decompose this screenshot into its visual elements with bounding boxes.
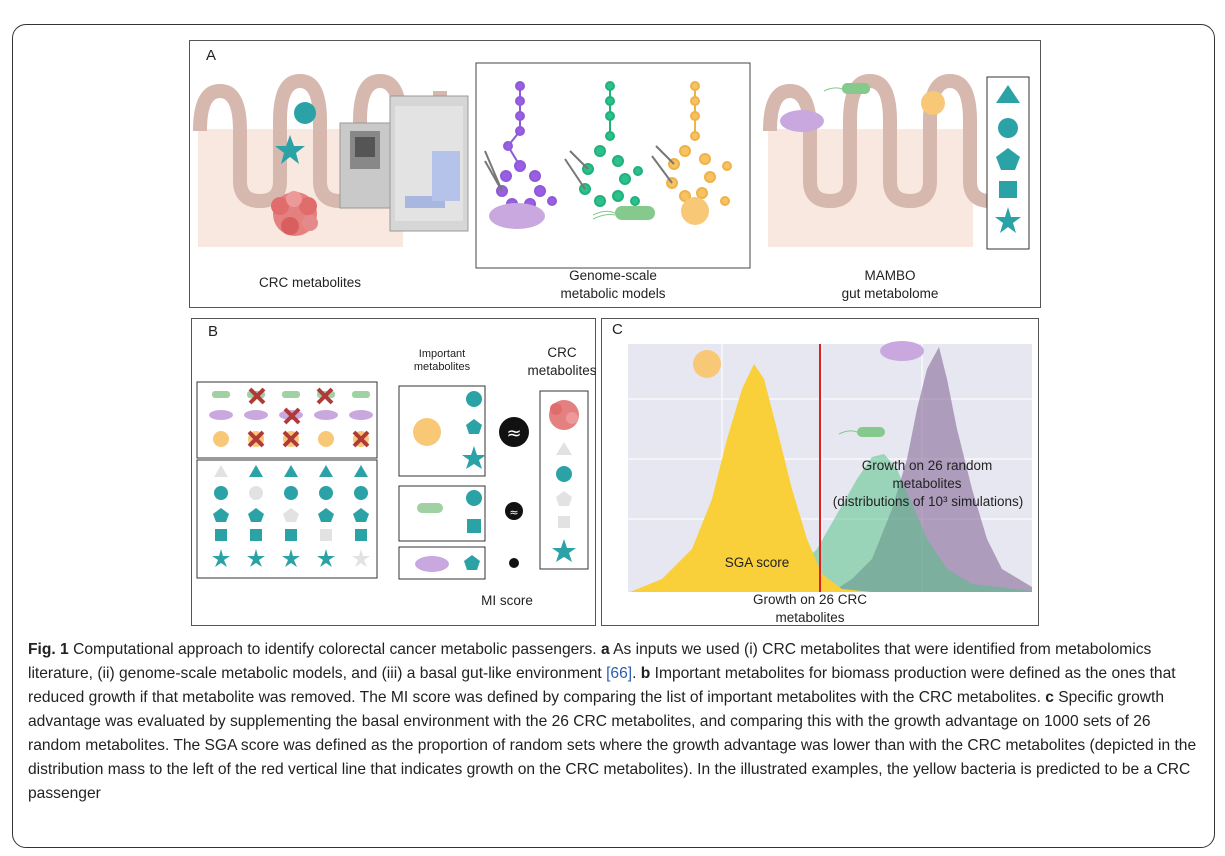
figure-caption: Fig. 1 Computational approach to identif… [28, 638, 1200, 806]
orange-network-icon [651, 81, 732, 206]
crc-label-line1: CRC [547, 345, 577, 360]
panel-a: A [189, 40, 1041, 308]
caption-b-text: Important metabolites for biomass produc… [28, 665, 1176, 706]
green-network-icon [564, 81, 643, 207]
green-bacterium-icon [417, 503, 443, 513]
pentagon-icon [996, 148, 1020, 170]
mass-spectrometer-icon [339, 95, 469, 232]
crc-growth-line1: Growth on 26 CRC [752, 592, 868, 607]
purple-bacterium-icon [489, 203, 545, 229]
star-icon [995, 207, 1021, 233]
mi-score-label: MI score [481, 593, 533, 608]
metabolite-circle-icon [294, 102, 316, 124]
panel-c-histogram [628, 341, 1032, 592]
yellow-distribution [630, 364, 872, 592]
green-bacterium-icon [823, 83, 870, 94]
metabolite-star-icon [275, 135, 305, 164]
svg-text:≈: ≈ [506, 423, 521, 444]
purple-bacterium-icon [880, 341, 924, 361]
figure-frame [12, 24, 1215, 848]
models-label-line1: Genome-scale [569, 268, 657, 283]
approx-medium-icon [505, 502, 523, 520]
important-label-line1: Important [418, 348, 466, 360]
approx-small-icon [509, 558, 519, 568]
orange-bacterium-icon [413, 418, 441, 446]
gut-villi-right [763, 73, 1017, 209]
orange-bacterium-icon [921, 91, 945, 115]
tumor-icon [549, 400, 579, 430]
caption-title: Computational approach to identify color… [68, 641, 601, 658]
mambo-label-line1: MAMBO [864, 268, 916, 283]
triangle-icon [996, 85, 1020, 103]
random-growth-line2: metabolites [892, 476, 962, 491]
purple-bacterium-icon [415, 556, 449, 572]
approx-large-icon [499, 417, 529, 447]
removed-x-icon [247, 387, 370, 448]
caption-b-marker: b [640, 665, 651, 682]
purple-bacterium-icon [780, 110, 824, 132]
panel-b-illustration: ≈ ≈ [196, 381, 589, 580]
caption-fig-number: Fig. 1 [28, 641, 69, 658]
random-growth-line1: Growth on 26 random [861, 458, 993, 473]
caption-c-text: Specific growth advantage was evaluated … [28, 689, 1197, 802]
panel-c: C Growth on 26 random metabolites (distr… [601, 318, 1039, 626]
mambo-label-line2: gut metabolome [841, 286, 939, 301]
circle-icon [998, 118, 1018, 138]
orange-bacterium-icon [681, 197, 709, 225]
caption-a-marker: a [600, 641, 610, 658]
green-bacterium-icon [592, 206, 655, 220]
orange-bacterium-icon [693, 350, 721, 378]
random-growth-line3: (distributions of 10³ simulations) [832, 494, 1024, 509]
purple-distribution [832, 347, 1032, 592]
caption-citation-link[interactable]: [66] [606, 665, 633, 682]
square-icon [999, 181, 1017, 198]
crc-growth-line2: metabolites [775, 610, 845, 625]
caption-a-end: . [632, 665, 641, 682]
crc-metabolites-label: CRC metabolites [258, 275, 362, 290]
caption-c-marker: c [1045, 689, 1054, 706]
crc-label-line2: metabolites [527, 363, 597, 378]
caption-a-text: As inputs we used (i) CRC metabolites th… [28, 641, 1152, 682]
important-label-line2: metabolites [413, 361, 471, 373]
green-distribution [702, 454, 1032, 592]
panel-b-label: B [208, 323, 219, 340]
panel-a-label: A [206, 47, 217, 64]
models-label-line2: metabolic models [560, 286, 666, 301]
panel-c-label: C [612, 321, 623, 338]
tumor-icon [271, 191, 318, 236]
metabolite-grid [212, 465, 370, 567]
panel-a-illustration [193, 62, 1030, 269]
svg-text:≈: ≈ [509, 506, 518, 519]
green-bacterium-icon [838, 427, 885, 437]
sga-score-label: SGA score [724, 555, 790, 570]
panel-b: B [191, 318, 597, 626]
